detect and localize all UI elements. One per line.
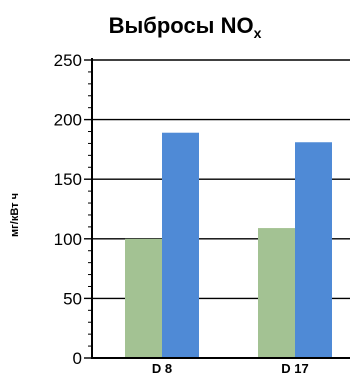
chart-title: Выбросы NOx: [109, 13, 262, 41]
x-category-label: D 17: [281, 361, 308, 376]
y-tick-label: 150: [54, 170, 82, 189]
chart-title-main: Выбросы NO: [109, 13, 254, 38]
y-tick-label: 100: [54, 230, 82, 249]
tick-labels: 0 50 100 150 200 250 D 8 D 17: [54, 51, 309, 376]
bar: [258, 228, 295, 358]
y-tick-label: 200: [54, 111, 82, 130]
bar: [125, 238, 162, 358]
y-tick-label: 0: [73, 349, 82, 368]
y-tick-label: 250: [54, 51, 82, 70]
bar: [295, 142, 332, 358]
y-axis-label: мг/кВт ч: [9, 193, 21, 237]
y-tick-label: 50: [63, 289, 82, 308]
axes: [84, 58, 350, 359]
chart-title-subscript: x: [254, 25, 262, 41]
bars: [125, 132, 332, 358]
x-category-label: D 8: [152, 361, 172, 376]
bar: [162, 132, 199, 358]
